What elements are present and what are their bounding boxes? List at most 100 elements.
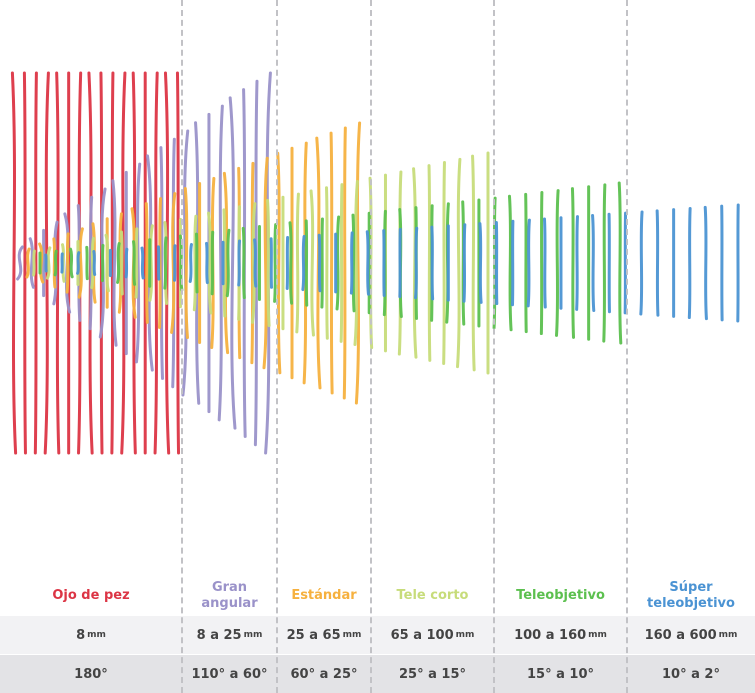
- fov-stroke: [110, 71, 115, 455]
- angle-telephoto: 15° a 10°: [526, 666, 594, 682]
- fov-stroke: [194, 232, 199, 294]
- fov-stroke: [25, 247, 31, 279]
- fov-stroke: [288, 221, 294, 305]
- fov-stroke: [217, 104, 224, 422]
- fov-stroke: [85, 245, 89, 281]
- fov-stroke: [524, 192, 528, 334]
- lens-name-fisheye: Ojo de pez: [52, 588, 130, 603]
- fov-stroke: [237, 239, 242, 287]
- fov-stroke: [591, 213, 596, 313]
- lens-name-standard: Estándar: [291, 588, 357, 603]
- fov-stroke: [329, 131, 334, 395]
- fov-stroke: [602, 183, 607, 343]
- fov-stroke: [478, 222, 483, 304]
- fov-stroke: [205, 241, 209, 285]
- fov-stroke: [132, 240, 137, 286]
- angle-fisheye: 180°: [74, 666, 108, 682]
- fov-stroke: [228, 96, 237, 430]
- focal-length-standard: 25 a 65 mm: [286, 627, 362, 643]
- fov-stroke: [53, 249, 58, 277]
- fov-stroke: [339, 183, 344, 343]
- fov-stroke: [140, 246, 145, 280]
- fov-stroke: [365, 230, 370, 296]
- angle-short-tele: 25° a 15°: [398, 666, 466, 682]
- fov-stroke: [88, 195, 94, 331]
- fov-stroke: [77, 227, 84, 299]
- fov-stroke: [22, 71, 27, 455]
- fov-stroke: [207, 211, 213, 315]
- focal-length-wide-angle: 8 a 25 mm: [196, 627, 263, 643]
- column-divider: [493, 0, 495, 693]
- fov-stroke: [10, 71, 18, 455]
- fov-stroke: [69, 247, 74, 279]
- fov-stroke: [542, 217, 547, 309]
- fov-stroke: [317, 233, 322, 293]
- focal-length-fisheye: 8 mm: [76, 627, 106, 643]
- fov-stroke: [456, 157, 462, 369]
- fov-stroke: [119, 230, 124, 296]
- fov-stroke: [175, 71, 181, 455]
- fov-stroke: [144, 202, 149, 324]
- column-divider: [626, 0, 628, 693]
- fov-stroke: [16, 245, 24, 281]
- fov-stroke: [687, 206, 692, 320]
- fov-stroke: [92, 250, 97, 276]
- fov-stroke: [442, 160, 446, 366]
- fov-stroke: [353, 179, 359, 347]
- fov-stroke: [427, 164, 432, 362]
- fov-stroke: [225, 228, 231, 298]
- fov-stroke: [210, 230, 215, 296]
- fov-stroke: [104, 233, 110, 293]
- lens-name-short-tele: Tele corto: [396, 588, 469, 603]
- fov-stroke: [116, 242, 121, 284]
- fov-stroke: [325, 186, 329, 340]
- fov-stroke: [320, 217, 324, 309]
- fov-stroke: [354, 121, 362, 405]
- focal-length-short-tele: 65 a 100 mm: [390, 627, 475, 643]
- fov-stroke: [471, 154, 476, 372]
- fov-stroke: [703, 205, 708, 321]
- fov-stroke: [639, 210, 644, 316]
- fov-stroke: [192, 214, 198, 312]
- fov-stroke: [335, 215, 341, 311]
- fov-stroke: [575, 215, 579, 311]
- column-divider: [276, 0, 278, 693]
- fov-stroke: [28, 237, 35, 289]
- fov-stroke: [301, 234, 306, 292]
- angle-standard: 60° a 25°: [290, 666, 358, 682]
- fov-stroke: [188, 243, 193, 283]
- fov-stroke: [462, 223, 467, 303]
- fov-stroke: [111, 179, 118, 347]
- fov-stroke: [276, 151, 282, 375]
- fov-stroke: [241, 226, 246, 300]
- fov-stroke: [134, 227, 139, 299]
- fov-stroke: [304, 219, 309, 307]
- fov-stroke: [266, 198, 271, 328]
- fov-stroke: [414, 226, 419, 300]
- fov-stroke: [183, 187, 189, 339]
- fov-stroke: [100, 243, 105, 283]
- fov-stroke: [250, 202, 257, 324]
- focal-length-telephoto: 100 a 160 mm: [514, 627, 607, 643]
- fov-stroke: [655, 209, 660, 317]
- focal-length-super-telephoto: 160 a 600 mm: [644, 627, 738, 643]
- fov-stroke: [76, 251, 81, 275]
- fov-stroke: [539, 190, 544, 336]
- fov-stroke: [33, 71, 38, 455]
- fov-stroke: [45, 246, 52, 280]
- fov-stroke: [349, 231, 354, 295]
- fov-stroke: [159, 146, 165, 380]
- fov-stroke: [253, 238, 258, 288]
- angle-super-telephoto: 10° a 2°: [662, 666, 720, 682]
- fov-stroke: [32, 249, 36, 277]
- fov-stroke: [65, 232, 70, 294]
- fov-stroke: [222, 171, 230, 355]
- fov-stroke: [90, 236, 95, 290]
- column-divider: [181, 0, 183, 693]
- lens-name-telephoto: Teleobjetivo: [516, 588, 605, 603]
- angle-of-view-row: [0, 655, 755, 693]
- fov-stroke: [554, 189, 560, 337]
- fov-stroke: [262, 156, 269, 370]
- focal-length-row: [0, 616, 755, 654]
